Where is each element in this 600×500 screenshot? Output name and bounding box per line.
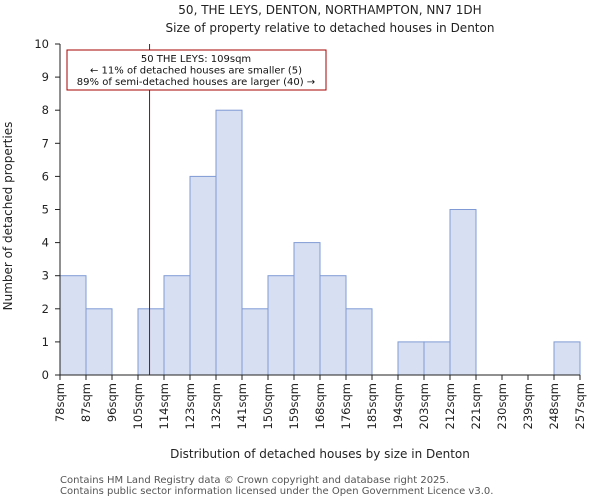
x-tick-label: 141sqm [235, 383, 249, 429]
x-tick-label: 123sqm [183, 383, 197, 429]
bar-150sqm [267, 275, 295, 376]
x-tick-label: 257sqm [573, 383, 587, 429]
y-tick-label: 2 [42, 302, 49, 316]
x-tick-label: 78sqm [53, 383, 67, 422]
bar-105sqm [137, 308, 165, 376]
y-tick-label: 1 [42, 335, 49, 349]
footer-line-1: Contains HM Land Registry data © Crown c… [60, 475, 449, 486]
footer-line-2: Contains public sector information licen… [60, 486, 493, 497]
x-tick-label: 105sqm [131, 383, 145, 429]
y-ticks-group: 0 1 2 3 4 5 6 7 8 9 10 [34, 37, 60, 382]
x-tick-label: 150sqm [261, 383, 275, 429]
bar-248sqm [553, 341, 581, 376]
x-tick-label: 96sqm [105, 383, 119, 422]
bar-159sqm [293, 242, 321, 376]
bar-78sqm [59, 275, 87, 376]
x-tick-label: 239sqm [521, 383, 535, 429]
chart-title: 50, THE LEYS, DENTON, NORTHAMPTON, NN7 1… [178, 3, 481, 17]
bars-group [59, 109, 581, 376]
bar-132sqm [215, 109, 243, 376]
x-tick-label: 203sqm [417, 383, 431, 429]
y-tick-label: 10 [34, 37, 49, 51]
x-tick-label: 168sqm [313, 383, 327, 429]
marker-group: 50 THE LEYS: 109sqm← 11% of detached hou… [66, 44, 327, 375]
bar-194sqm [397, 341, 425, 376]
annotation-box [66, 49, 327, 91]
chart-subtitle: Size of property relative to detached ho… [166, 21, 495, 35]
x-tick-label: 132sqm [209, 383, 223, 429]
y-tick-label: 3 [42, 269, 49, 283]
annotation-line: 50 THE LEYS: 109sqm [141, 54, 251, 65]
bar-114sqm [163, 275, 191, 376]
x-tick-label: 248sqm [547, 383, 561, 429]
y-axis-label: Number of detached properties [1, 122, 15, 311]
bar-212sqm [449, 209, 477, 376]
annotation-line: ← 11% of detached houses are smaller (5) [90, 66, 302, 77]
y-tick-label: 7 [42, 136, 49, 150]
x-tick-label: 194sqm [391, 383, 405, 429]
x-tick-label: 87sqm [79, 383, 93, 422]
y-tick-label: 6 [42, 169, 49, 183]
y-tick-label: 8 [42, 103, 49, 117]
x-tick-label: 230sqm [495, 383, 509, 429]
x-tick-label: 159sqm [287, 383, 301, 429]
x-tick-label: 114sqm [157, 383, 171, 429]
x-tick-label: 212sqm [443, 383, 457, 429]
x-tick-label: 176sqm [339, 383, 353, 429]
bar-203sqm [423, 341, 451, 376]
bar-141sqm [241, 308, 269, 376]
y-tick-label: 9 [42, 70, 49, 84]
bar-168sqm [319, 275, 347, 376]
x-tick-label: 185sqm [365, 383, 379, 429]
x-ticks-group: 78sqm 87sqm 96sqm 105sqm 114sqm 123sqm 132sqm 1… [53, 375, 587, 429]
y-tick-label: 0 [42, 368, 49, 382]
bar-123sqm [189, 175, 217, 376]
bar-176sqm [345, 308, 373, 376]
y-tick-label: 5 [42, 203, 49, 217]
y-tick-label: 4 [42, 236, 49, 250]
annotation-line: 89% of semi-detached houses are larger (… [77, 77, 315, 88]
x-tick-label: 221sqm [469, 383, 483, 429]
bar-87sqm [85, 308, 113, 376]
x-axis-label: Distribution of detached houses by size … [170, 447, 470, 461]
